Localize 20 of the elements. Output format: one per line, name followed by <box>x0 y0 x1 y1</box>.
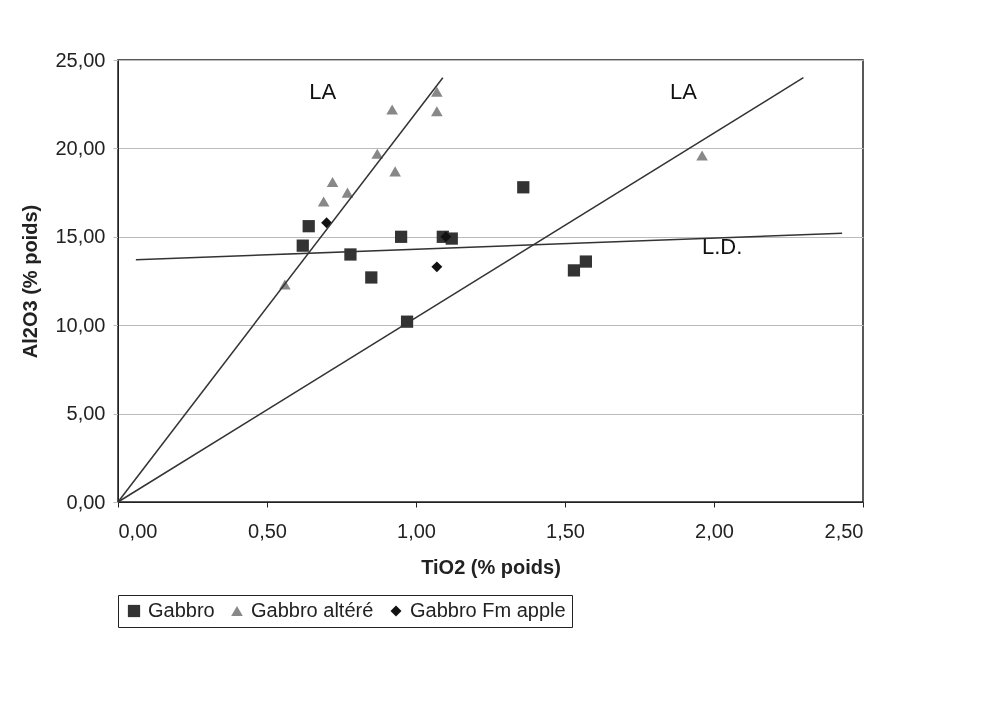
legend-label: Gabbro <box>148 599 215 621</box>
x-tick-label: 2,00 <box>695 519 734 542</box>
x-tick-label: 2,50 <box>824 519 864 542</box>
x-tick-label: 1,50 <box>546 519 585 542</box>
x-tick-label: 0,00 <box>118 519 158 542</box>
y-tick-label: 20,00 <box>55 136 106 159</box>
x-tick-label: 1,00 <box>397 519 436 542</box>
y-tick-label: 0,00 <box>66 490 106 513</box>
x-axis-title: TiO2 (% poids) <box>421 555 561 578</box>
annotation: L.D. <box>701 234 743 260</box>
y-tick-label: 5,00 <box>66 402 106 425</box>
y-tick-label: 10,00 <box>55 313 106 336</box>
y-tick-label: 15,00 <box>55 225 106 248</box>
x-tick-label: 0,50 <box>248 519 287 542</box>
legend-label: Gabbro altéré <box>251 599 374 621</box>
y-tick-label: 25,00 <box>55 48 106 71</box>
annotation: LA <box>309 78 337 104</box>
annotation: LA <box>669 78 698 104</box>
legend-label: Gabbro Fm apple <box>410 599 566 621</box>
y-axis-title: Al2O3 (% poids) <box>19 204 42 359</box>
